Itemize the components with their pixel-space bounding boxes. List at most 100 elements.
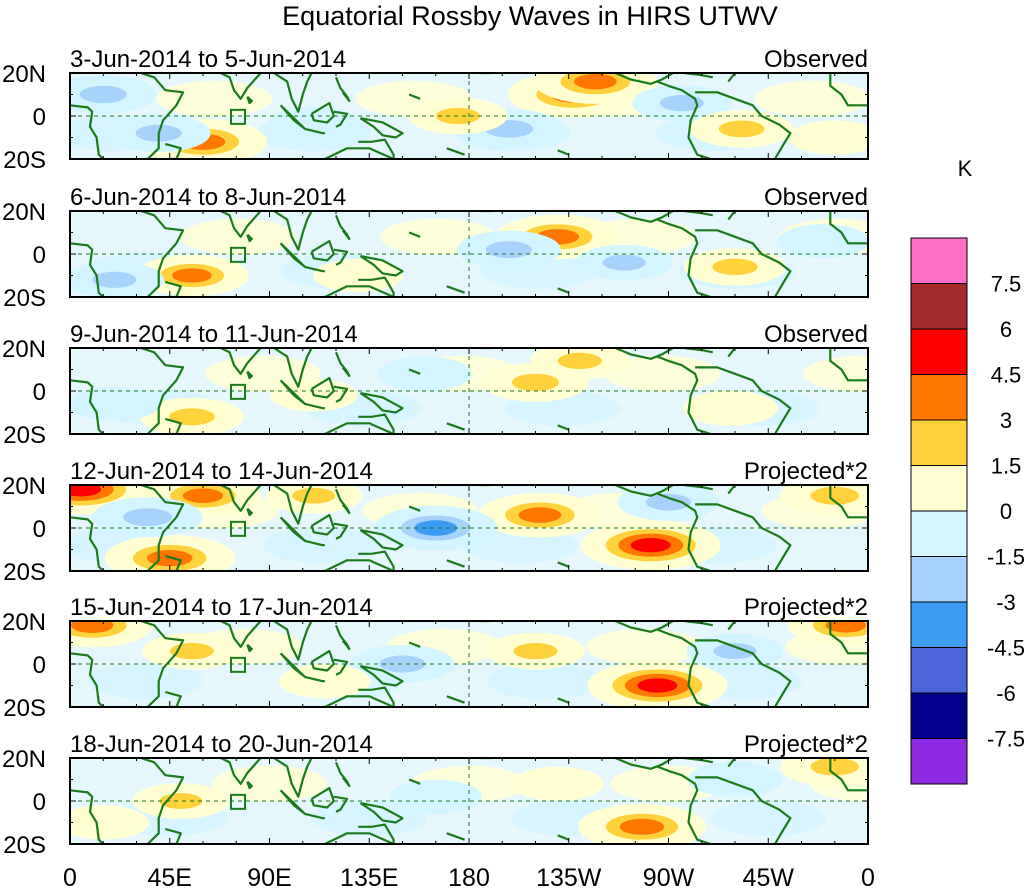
anomaly-contour xyxy=(168,408,216,426)
colorbar-tick-label: 6 xyxy=(1000,317,1012,342)
colorbar-tick-label: 1.5 xyxy=(991,454,1022,479)
panel-type-label: Observed xyxy=(764,184,868,211)
y-tick-label: 20N xyxy=(2,199,46,226)
anomaly-contour xyxy=(645,493,692,511)
anomaly-contour xyxy=(713,643,757,660)
anomaly-field xyxy=(70,758,868,844)
anomaly-contour xyxy=(74,812,132,833)
background-anomaly-band xyxy=(586,628,703,665)
panel-3: 20N 0 20S 9-Jun-2014 to 11-Jun-2014 Observed xyxy=(2,321,869,449)
panel-period-label: 9-Jun-2014 to 11-Jun-2014 xyxy=(70,321,358,348)
anomaly-contour xyxy=(511,373,560,392)
anomaly-contour xyxy=(169,643,214,660)
anomaly-contour xyxy=(296,670,354,692)
background-anomaly-band xyxy=(486,663,603,700)
panel-4: 20N 0 20S 12-Jun-2014 to 14-Jun-2014 Project… xyxy=(2,458,869,586)
anomaly-contour xyxy=(602,254,646,271)
y-tick-label: 20N xyxy=(2,746,46,773)
anomaly-contour xyxy=(123,508,173,527)
colorbar: 7.5 6 4.5 3 1.5 0 -1.5 -3 -4.5 -6 -7.5 K xyxy=(910,156,1024,785)
panel-6: 20N 0 20S 18-Jun-2014 to 20-Jun-2014 Project… xyxy=(2,731,869,859)
panel-1: 20N 0 20S 3-Jun-2014 to 5-Jun-2014 Observed xyxy=(2,46,869,174)
background-anomaly-band xyxy=(156,80,273,117)
anomaly-contour xyxy=(637,678,678,693)
panel-5: 20N 0 20S 15-Jun-2014 to 17-Jun-2014 Project… xyxy=(2,594,869,722)
colorbar-swatch xyxy=(910,237,968,284)
colorbar-swatch xyxy=(910,419,968,466)
background-anomaly-band xyxy=(87,663,204,700)
y-tick-label: 20N xyxy=(2,336,46,363)
background-anomaly-band xyxy=(803,355,868,392)
colorbar-tick-label: -3 xyxy=(996,590,1016,615)
anomaly-contour xyxy=(407,786,465,808)
x-tick-label: 135W xyxy=(536,864,602,890)
region-box xyxy=(230,793,246,810)
region-box xyxy=(230,656,246,673)
x-tick-label: 135E xyxy=(340,864,398,890)
anomaly-contour xyxy=(705,768,765,791)
panel-period-label: 3-Jun-2014 to 5-Jun-2014 xyxy=(70,46,346,73)
anomaly-contour xyxy=(573,73,617,90)
anomaly-field xyxy=(70,621,868,707)
anomaly-field xyxy=(70,348,868,434)
panel-type-label: Observed xyxy=(764,46,868,73)
background-anomaly-band xyxy=(603,355,720,392)
region-box xyxy=(230,383,246,400)
panel-period-label: 12-Jun-2014 to 14-Jun-2014 xyxy=(70,458,373,485)
x-axis: 0 45E 90E 135E 180 135W 90W 45W 0 xyxy=(63,864,875,890)
background-anomaly-band xyxy=(710,800,827,837)
colorbar-tick-label: 3 xyxy=(1000,408,1012,433)
panel-period-label: 15-Jun-2014 to 17-Jun-2014 xyxy=(70,594,373,621)
colorbar-swatch xyxy=(910,328,968,375)
colorbar-swatch xyxy=(910,647,968,694)
colorbar-swatch xyxy=(910,601,968,648)
anomaly-contour xyxy=(659,95,704,112)
y-tick-label: 0 xyxy=(33,379,46,406)
x-tick-label: 180 xyxy=(448,864,490,890)
region-box xyxy=(230,246,246,263)
anomaly-contour xyxy=(806,127,864,148)
region-box xyxy=(230,108,246,125)
chart-title: Equatorial Rossby Waves in HIRS UTWV xyxy=(282,1,778,31)
colorbar-tick-label: -4.5 xyxy=(987,636,1024,661)
x-tick-label: 90W xyxy=(643,864,695,890)
colorbar-tick-label: 4.5 xyxy=(991,363,1022,388)
y-tick-label: 20S xyxy=(3,559,46,586)
anomaly-contour xyxy=(518,507,562,523)
anomaly-contour xyxy=(79,85,127,104)
y-tick-label: 20N xyxy=(2,473,46,500)
anomaly-contour xyxy=(619,818,665,835)
y-tick-label: 20N xyxy=(2,61,46,88)
anomaly-contour xyxy=(795,230,852,252)
panel-type-label: Projected*2 xyxy=(744,458,868,485)
colorbar-unit: K xyxy=(958,156,973,181)
anomaly-contour xyxy=(182,488,224,504)
anomaly-contour xyxy=(172,268,212,283)
x-tick-label: 0 xyxy=(861,864,875,890)
anomaly-field xyxy=(70,485,868,571)
panel-period-label: 6-Jun-2014 to 8-Jun-2014 xyxy=(70,184,346,211)
background-anomaly-band xyxy=(211,765,328,802)
y-tick-label: 0 xyxy=(33,242,46,269)
y-tick-label: 0 xyxy=(33,652,46,679)
colorbar-tick-label: -1.5 xyxy=(987,545,1024,570)
y-tick-label: 20S xyxy=(3,422,46,449)
colorbar-swatch xyxy=(910,465,968,512)
colorbar-tick-label: -7.5 xyxy=(987,727,1024,752)
anomaly-contour xyxy=(701,397,760,419)
anomaly-contour xyxy=(379,655,426,673)
colorbar-swatch xyxy=(910,692,968,739)
x-tick-label: 45E xyxy=(148,864,192,890)
y-tick-label: 20S xyxy=(3,285,46,312)
colorbar-swatch xyxy=(910,556,968,603)
colorbar-tick-label: -6 xyxy=(996,681,1016,706)
colorbar-swatch xyxy=(910,738,968,785)
colorbar-tick-label: 0 xyxy=(1000,499,1012,524)
panel-2: 20N 0 20S 6-Jun-2014 to 8-Jun-2014 Observed xyxy=(2,184,869,312)
region-box xyxy=(230,520,246,537)
panel-type-label: Observed xyxy=(764,321,868,348)
y-tick-label: 20S xyxy=(3,147,46,174)
anomaly-contour xyxy=(86,393,143,415)
anomaly-contour xyxy=(718,120,765,138)
